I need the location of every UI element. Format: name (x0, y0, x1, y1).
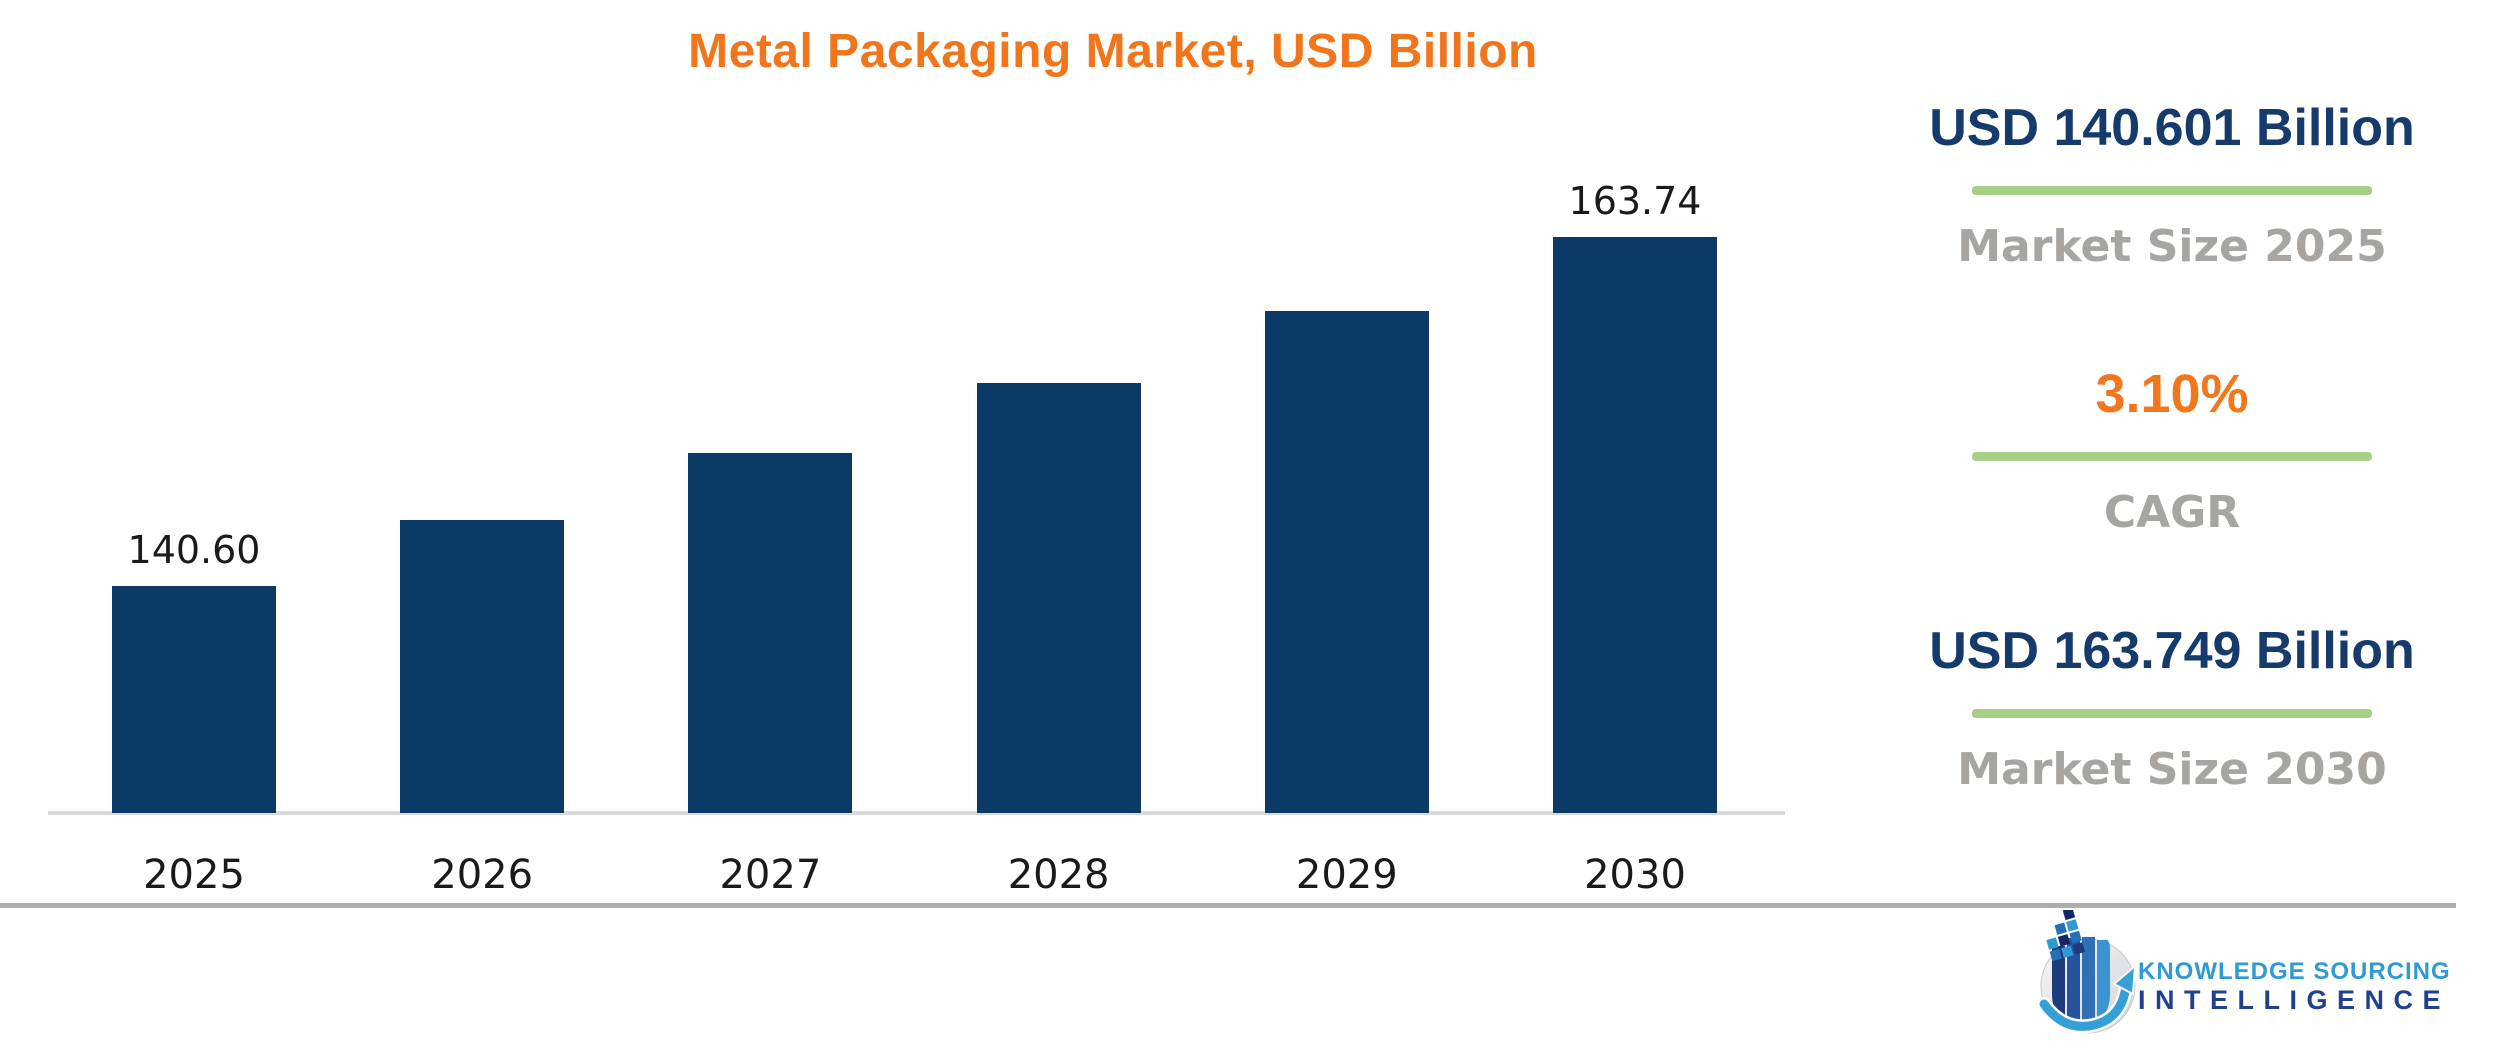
stat-market-size-2025: USD 140.601 Billion Market Size 2025 (1872, 100, 2472, 272)
logo-globe-chart-icon (2037, 910, 2137, 1034)
bar-value-label-2025: 140.60 (127, 528, 261, 572)
logo-text-knowledge-sourcing: KNOWLEDGE SOURCING (2138, 958, 2451, 985)
stat-label: Market Size 2025 (1957, 221, 2387, 272)
bar-2026 (400, 520, 565, 813)
stat-label: Market Size 2030 (1957, 744, 2387, 795)
x-tick-2029: 2029 (1295, 852, 1398, 898)
x-tick-2030: 2030 (1584, 852, 1686, 898)
x-axis-line (48, 811, 1785, 815)
x-tick-2027: 2027 (719, 852, 822, 898)
stat-value: 3.10% (2095, 364, 2249, 424)
chart-title: Metal Packaging Market, USD Billion (688, 25, 1538, 78)
bar-2028 (976, 383, 1141, 813)
green-underline (1972, 186, 2372, 195)
bar-2025 (112, 586, 276, 813)
x-tick-2028: 2028 (1007, 852, 1110, 898)
bar-2030 (1553, 237, 1717, 813)
footer-divider-line (0, 903, 2456, 908)
bar-2027 (688, 453, 853, 813)
green-underline (1972, 452, 2372, 461)
stat-value: USD 163.749 Billion (1929, 622, 2415, 680)
x-tick-2026: 2026 (431, 852, 534, 898)
bar-chart: 140.60 163.74 (48, 179, 1785, 815)
green-underline (1972, 709, 2372, 718)
stat-label: CAGR (2103, 487, 2241, 538)
bar-2029 (1264, 311, 1429, 813)
knowledge-sourcing-logo: KNOWLEDGE SOURCING INTELLIGENCE (2036, 908, 2466, 1048)
bar-value-label-2030: 163.74 (1568, 179, 1702, 223)
x-tick-2025: 2025 (143, 852, 245, 898)
stat-market-size-2030: USD 163.749 Billion Market Size 2030 (1872, 623, 2472, 795)
stat-cagr: 3.10% CAGR (1872, 366, 2472, 538)
stat-value: USD 140.601 Billion (1929, 99, 2415, 157)
logo-text-intelligence: INTELLIGENCE (2138, 985, 2451, 1015)
